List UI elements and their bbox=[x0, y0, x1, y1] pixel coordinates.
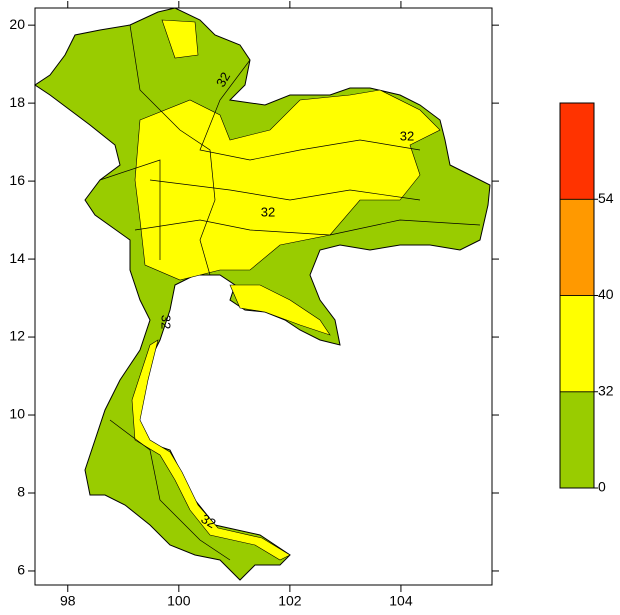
zone-32-40 bbox=[229, 284, 331, 336]
contour-label: 32 bbox=[213, 69, 233, 89]
x-tick-label: 98 bbox=[60, 593, 76, 609]
contour-label: 32 bbox=[159, 315, 174, 329]
y-tick-label: 6 bbox=[17, 562, 25, 578]
x-tick-label: 104 bbox=[389, 593, 413, 609]
y-tick-label: 8 bbox=[17, 484, 25, 500]
colorbar-tick-label: 32 bbox=[598, 382, 614, 398]
province-borders bbox=[99, 24, 481, 561]
colorbar-tick-label: 0 bbox=[598, 479, 606, 495]
y-tick-label: 10 bbox=[9, 406, 25, 422]
y-tick-label: 12 bbox=[9, 328, 25, 344]
y-tick-label: 14 bbox=[9, 250, 25, 266]
colorbar-tick-label: 40 bbox=[598, 286, 614, 302]
plot-frame bbox=[34, 7, 493, 586]
contour-label: 32 bbox=[400, 128, 414, 143]
country-shape bbox=[34, 7, 491, 581]
colorbar-segment bbox=[559, 102, 595, 200]
colorbar-segment bbox=[559, 198, 595, 296]
x-tick-label: 100 bbox=[167, 593, 191, 609]
zone-32-40 bbox=[131, 339, 291, 561]
contour-label: 32 bbox=[261, 204, 275, 219]
colorbar-segment bbox=[559, 391, 595, 489]
y-tick-label: 20 bbox=[9, 16, 25, 32]
y-tick-label: 18 bbox=[9, 94, 25, 110]
x-tick-label: 102 bbox=[278, 593, 302, 609]
zone-32-40 bbox=[134, 89, 441, 281]
contour-label: 32 bbox=[199, 511, 219, 531]
colorbar-segment bbox=[559, 295, 595, 393]
y-tick-label: 16 bbox=[9, 172, 25, 188]
zone-32-40 bbox=[161, 19, 199, 59]
colorbar-tick-label: 54 bbox=[598, 190, 614, 206]
